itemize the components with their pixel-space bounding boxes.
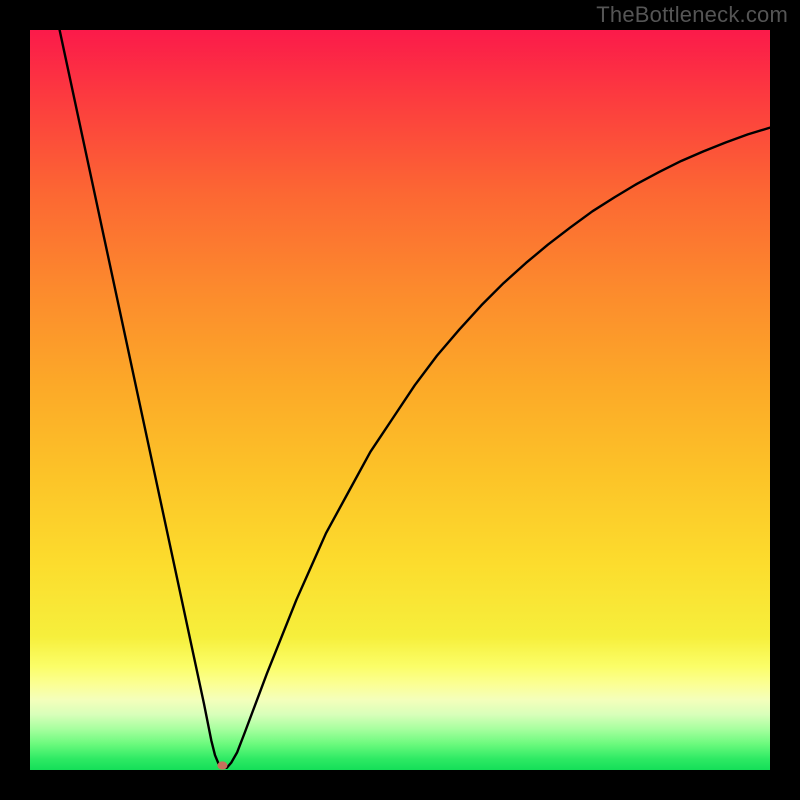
attribution-text: TheBottleneck.com: [596, 2, 788, 28]
bottleneck-chart: [30, 30, 770, 770]
bottleneck-marker: [217, 761, 227, 769]
chart-container: TheBottleneck.com: [0, 0, 800, 800]
chart-background: [30, 30, 770, 770]
